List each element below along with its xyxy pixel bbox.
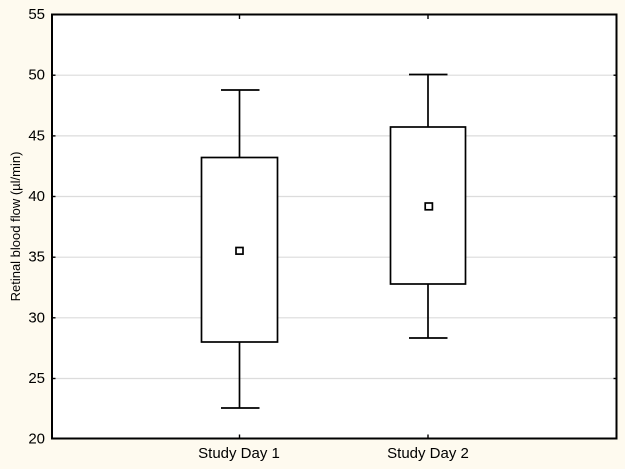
- svg-text:40: 40: [28, 188, 45, 205]
- svg-text:35: 35: [28, 249, 45, 266]
- svg-text:50: 50: [28, 67, 45, 84]
- svg-text:Study Day 2: Study Day 2: [387, 445, 469, 462]
- svg-text:25: 25: [28, 370, 45, 387]
- svg-text:55: 55: [28, 6, 45, 23]
- svg-text:45: 45: [28, 127, 45, 144]
- svg-text:Study Day 1: Study Day 1: [198, 445, 280, 462]
- svg-text:30: 30: [28, 309, 45, 326]
- svg-text:20: 20: [28, 431, 45, 448]
- svg-text:Retinal blood flow (µl/min): Retinal blood flow (µl/min): [8, 152, 23, 302]
